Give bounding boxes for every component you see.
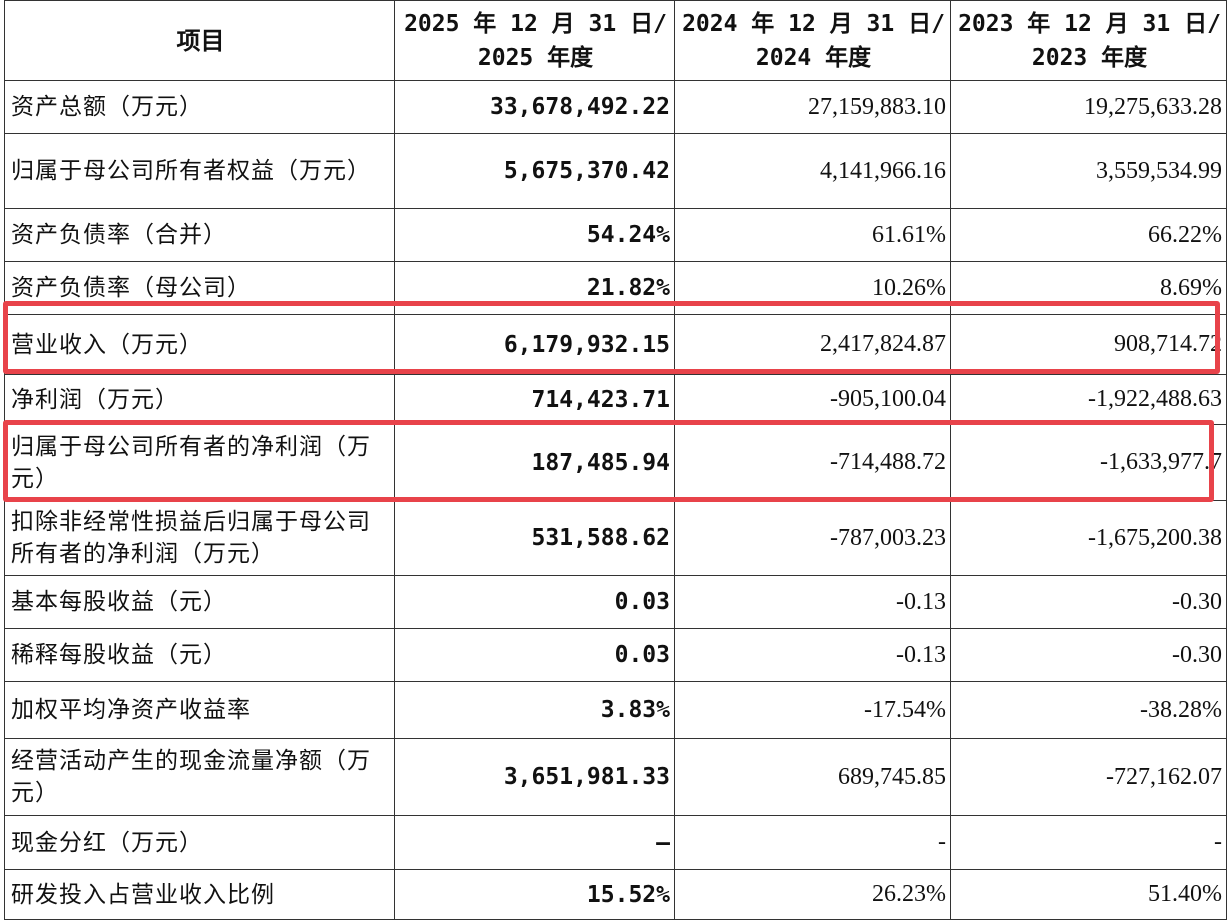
value-2024: -17.54% bbox=[674, 681, 951, 739]
table-row-revenue: 营业收入（万元） 6,179,932.15 2,417,824.87 908,7… bbox=[4, 314, 1227, 375]
table-header-row: 项目 2025 年 12 月 31 日/ 2025 年度 2024 年 12 月… bbox=[4, 0, 1227, 81]
value-2025: 54.24% bbox=[394, 208, 675, 262]
value-2025: 21.82% bbox=[394, 261, 675, 315]
value-2025: 0.03 bbox=[394, 628, 675, 682]
value-2025: 714,423.71 bbox=[394, 374, 675, 425]
row-label: 归属于母公司所有者的净利润（万元） bbox=[4, 424, 395, 501]
value-2023: -727,162.07 bbox=[950, 738, 1227, 816]
row-label: 归属于母公司所有者权益（万元） bbox=[4, 133, 395, 209]
value-2023: -0.30 bbox=[950, 575, 1227, 629]
value-2023: 8.69% bbox=[950, 261, 1227, 315]
value-2025: 0.03 bbox=[394, 575, 675, 629]
value-2025: – bbox=[394, 815, 675, 870]
table-row-cash-dividend: 现金分红（万元） – - - bbox=[4, 815, 1227, 870]
row-label: 净利润（万元） bbox=[4, 374, 395, 425]
table-row-total-assets: 资产总额（万元） 33,678,492.22 27,159,883.10 19,… bbox=[4, 80, 1227, 134]
row-label: 扣除非经常性损益后归属于母公司所有者的净利润（万元） bbox=[4, 500, 395, 576]
row-label: 加权平均净资产收益率 bbox=[4, 681, 395, 739]
value-2025: 531,588.62 bbox=[394, 500, 675, 576]
table-row-parent-equity: 归属于母公司所有者权益（万元） 5,675,370.42 4,141,966.1… bbox=[4, 133, 1227, 209]
row-label: 经营活动产生的现金流量净额（万元） bbox=[4, 738, 395, 816]
row-label: 稀释每股收益（元） bbox=[4, 628, 395, 682]
header-2023: 2023 年 12 月 31 日/ 2023 年度 bbox=[950, 0, 1227, 81]
financial-summary-table: 项目 2025 年 12 月 31 日/ 2025 年度 2024 年 12 月… bbox=[4, 0, 1227, 920]
table-row-rd-ratio: 研发投入占营业收入比例 15.52% 26.23% 51.40% bbox=[4, 869, 1227, 920]
value-2025: 15.52% bbox=[394, 869, 675, 920]
value-2025: 3,651,981.33 bbox=[394, 738, 675, 816]
row-label: 营业收入（万元） bbox=[4, 314, 395, 375]
row-label: 资产负债率（母公司） bbox=[4, 261, 395, 315]
value-2024: 26.23% bbox=[674, 869, 951, 920]
table-row-parent-net-profit: 归属于母公司所有者的净利润（万元） 187,485.94 -714,488.72… bbox=[4, 424, 1227, 501]
header-2025-year: 2025 年度 bbox=[477, 44, 594, 71]
value-2024: -0.13 bbox=[674, 575, 951, 629]
value-2023: -1,633,977.7 bbox=[950, 424, 1227, 501]
value-2024: 27,159,883.10 bbox=[674, 80, 951, 134]
table-row-operating-cash-flow: 经营活动产生的现金流量净额（万元） 3,651,981.33 689,745.8… bbox=[4, 738, 1227, 816]
value-2025: 33,678,492.22 bbox=[394, 80, 675, 134]
value-2024: - bbox=[674, 815, 951, 870]
value-2024: 61.61% bbox=[674, 208, 951, 262]
table-row-diluted-eps: 稀释每股收益（元） 0.03 -0.13 -0.30 bbox=[4, 628, 1227, 682]
table-row-roe: 加权平均净资产收益率 3.83% -17.54% -38.28% bbox=[4, 681, 1227, 739]
value-2025: 3.83% bbox=[394, 681, 675, 739]
header-2024-date: 2024 年 12 月 31 日/ bbox=[682, 10, 945, 37]
value-2024: -787,003.23 bbox=[674, 500, 951, 576]
row-label: 基本每股收益（元） bbox=[4, 575, 395, 629]
value-2023: -0.30 bbox=[950, 628, 1227, 682]
value-2023: -38.28% bbox=[950, 681, 1227, 739]
value-2024: -905,100.04 bbox=[674, 374, 951, 425]
table-row-debt-ratio-parent: 资产负债率（母公司） 21.82% 10.26% 8.69% bbox=[4, 261, 1227, 315]
value-2023: 3,559,534.99 bbox=[950, 133, 1227, 209]
header-2024-year: 2024 年度 bbox=[755, 44, 872, 71]
value-2023: -1,675,200.38 bbox=[950, 500, 1227, 576]
row-label: 研发投入占营业收入比例 bbox=[4, 869, 395, 920]
header-2024: 2024 年 12 月 31 日/ 2024 年度 bbox=[674, 0, 951, 81]
value-2023: 908,714.72 bbox=[950, 314, 1227, 375]
table-row-net-profit: 净利润（万元） 714,423.71 -905,100.04 -1,922,48… bbox=[4, 374, 1227, 425]
header-item: 项目 bbox=[4, 0, 395, 81]
value-2023: 66.22% bbox=[950, 208, 1227, 262]
value-2023: -1,922,488.63 bbox=[950, 374, 1227, 425]
row-label: 资产负债率（合并） bbox=[4, 208, 395, 262]
value-2023: 51.40% bbox=[950, 869, 1227, 920]
value-2024: 2,417,824.87 bbox=[674, 314, 951, 375]
row-label: 现金分红（万元） bbox=[4, 815, 395, 870]
value-2023: - bbox=[950, 815, 1227, 870]
value-2024: -0.13 bbox=[674, 628, 951, 682]
table-row-adjusted-net-profit: 扣除非经常性损益后归属于母公司所有者的净利润（万元） 531,588.62 -7… bbox=[4, 500, 1227, 576]
header-2023-year: 2023 年度 bbox=[1031, 44, 1148, 71]
table-row-debt-ratio-consolidated: 资产负债率（合并） 54.24% 61.61% 66.22% bbox=[4, 208, 1227, 262]
value-2024: 4,141,966.16 bbox=[674, 133, 951, 209]
table-row-basic-eps: 基本每股收益（元） 0.03 -0.13 -0.30 bbox=[4, 575, 1227, 629]
value-2024: 10.26% bbox=[674, 261, 951, 315]
header-2025-date: 2025 年 12 月 31 日/ bbox=[404, 10, 667, 37]
value-2023: 19,275,633.28 bbox=[950, 80, 1227, 134]
value-2024: 689,745.85 bbox=[674, 738, 951, 816]
header-2025: 2025 年 12 月 31 日/ 2025 年度 bbox=[394, 0, 675, 81]
value-2025: 187,485.94 bbox=[394, 424, 675, 501]
value-2024: -714,488.72 bbox=[674, 424, 951, 501]
value-2025: 6,179,932.15 bbox=[394, 314, 675, 375]
row-label: 资产总额（万元） bbox=[4, 80, 395, 134]
header-2023-date: 2023 年 12 月 31 日/ bbox=[958, 10, 1221, 37]
value-2025: 5,675,370.42 bbox=[394, 133, 675, 209]
